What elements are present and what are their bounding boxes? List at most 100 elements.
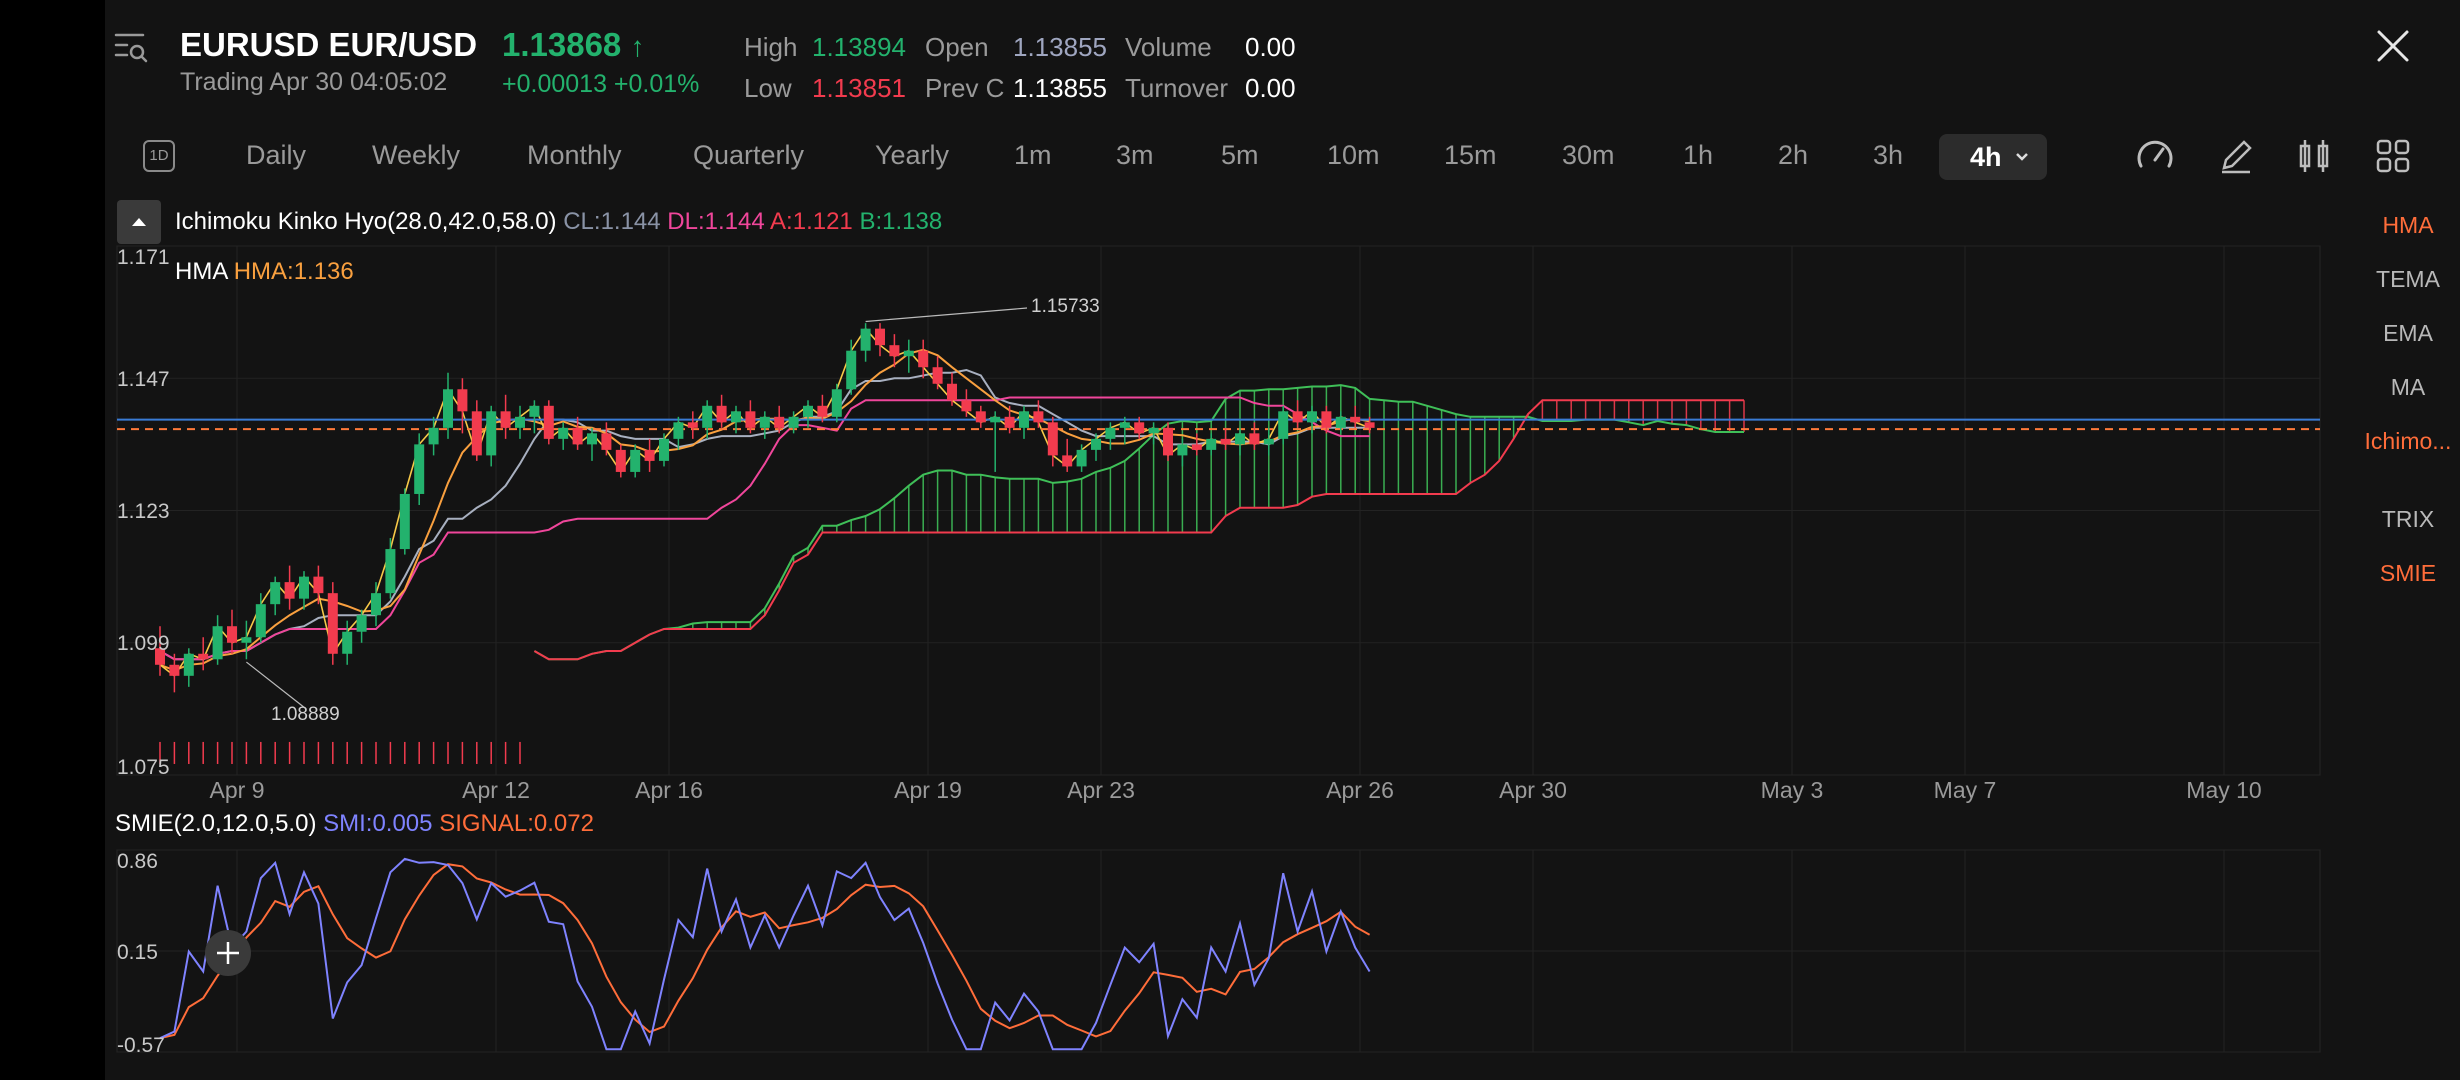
tab-3h[interactable]: 3h <box>1873 140 1904 170</box>
candle-body <box>515 416 525 428</box>
tab-4h[interactable]: 4h <box>1939 134 2047 180</box>
x-tick: Apr 19 <box>894 777 962 803</box>
candle-body <box>587 433 597 445</box>
candle-body <box>1062 455 1073 467</box>
smie-smi: SMI:0.005 <box>323 810 433 837</box>
y-tick: 1.123 <box>117 500 170 523</box>
indicator-smie[interactable]: SMIE <box>2379 560 2437 586</box>
candle-body <box>601 433 612 450</box>
smie-name: SMIE(2.0,12.0,5.0) <box>115 810 317 837</box>
candle-body <box>443 389 453 428</box>
candle-body <box>1292 411 1303 423</box>
candle-body <box>543 405 554 439</box>
candle-body <box>155 648 165 665</box>
candle-body <box>702 405 713 428</box>
tab-daily[interactable]: Daily <box>246 140 307 170</box>
add-crosshair-button[interactable] <box>205 930 251 976</box>
ichimoku-a: A:1.121 <box>770 208 853 235</box>
candle-body <box>299 576 309 599</box>
tab-4h-label: 4h <box>1970 142 2002 172</box>
candle-body <box>399 493 410 550</box>
tab-1m[interactable]: 1m <box>1014 140 1052 170</box>
tab-monthly[interactable]: Monthly <box>527 140 622 170</box>
chart-grid <box>116 245 2321 1053</box>
tab-5m[interactable]: 5m <box>1221 140 1259 170</box>
candle-style-icon[interactable] <box>2294 136 2334 176</box>
price-chart[interactable] <box>105 0 2460 1080</box>
trading-status: Trading Apr 30 04:05:02 <box>180 68 448 96</box>
candle-body <box>1364 422 1375 428</box>
smie-panel <box>159 857 1371 1051</box>
indicator-trix[interactable]: TRIX <box>2381 506 2435 532</box>
candle-body <box>371 593 381 616</box>
candle-body <box>1004 416 1015 428</box>
candle-body <box>1321 411 1332 428</box>
candle-body <box>457 389 468 412</box>
timeframe-1d-icon[interactable]: 1D <box>143 140 175 172</box>
candle-body <box>817 405 828 417</box>
candle-body <box>918 350 929 368</box>
candle-body <box>1019 411 1029 428</box>
candle-body <box>1206 438 1217 450</box>
candle-body <box>1220 438 1231 445</box>
indicator-ma[interactable]: MA <box>2390 374 2426 400</box>
tab-2h[interactable]: 2h <box>1778 140 1809 170</box>
x-tick: May 10 <box>2186 777 2262 803</box>
stat-volume-value: 0.00 <box>1245 32 1296 62</box>
candle-body <box>673 422 684 439</box>
candle-body <box>1191 444 1202 450</box>
candle-body <box>1091 438 1101 450</box>
last-price: 1.13868 ↑ <box>502 26 645 63</box>
tab-30m[interactable]: 30m <box>1562 140 1615 170</box>
signal-line <box>159 863 1371 1040</box>
candle-body <box>1307 411 1317 423</box>
candle-body <box>716 405 727 423</box>
symbol-title: EURUSD EUR/USD <box>180 26 478 63</box>
indicator-tema[interactable]: TEMA <box>2376 266 2440 292</box>
candle-body <box>471 411 482 456</box>
list-search-icon[interactable] <box>113 28 149 64</box>
ichimoku-cloud <box>159 385 1745 764</box>
candle-body <box>342 631 353 654</box>
candle-body <box>1177 444 1188 456</box>
tab-weekly[interactable]: Weekly <box>372 140 461 170</box>
tab-15m[interactable]: 15m <box>1444 140 1497 170</box>
candle-body <box>947 383 957 401</box>
candle-body <box>774 416 785 428</box>
indicator-ema[interactable]: EMA <box>2383 320 2433 346</box>
span-b-line <box>533 399 1744 661</box>
candle-body <box>846 350 857 390</box>
hma-name: HMA <box>175 258 228 285</box>
tab-1h[interactable]: 1h <box>1683 140 1714 170</box>
hma-legend: HMA HMA:1.136 <box>175 258 354 286</box>
candle-body <box>1076 449 1087 467</box>
candle-body <box>183 653 194 676</box>
candle-body <box>284 582 295 599</box>
candle-body <box>500 411 511 428</box>
candle-body <box>1119 422 1130 428</box>
tab-3m[interactable]: 3m <box>1116 140 1154 170</box>
candle-body <box>198 653 209 660</box>
grid-icon[interactable] <box>2373 136 2413 176</box>
pencil-icon[interactable] <box>2216 136 2256 176</box>
candle-body <box>1047 422 1058 456</box>
tab-10m[interactable]: 10m <box>1327 140 1380 170</box>
candle-body <box>486 411 497 456</box>
smie-legend: SMIE(2.0,12.0,5.0) SMI:0.005 SIGNAL:0.07… <box>115 810 594 838</box>
candle-body <box>644 449 655 461</box>
candle-body <box>831 389 842 417</box>
x-tick: Apr 12 <box>462 777 530 803</box>
x-tick: May 7 <box>1933 777 1997 803</box>
x-tick: Apr 9 <box>209 777 265 803</box>
indicator-ichimoku[interactable]: Ichimo... <box>2364 428 2452 454</box>
indicator-hma[interactable]: HMA <box>2382 212 2434 238</box>
speedometer-icon[interactable] <box>2135 136 2175 176</box>
candle-body <box>687 422 698 428</box>
candle-body <box>659 438 669 461</box>
stat-prevc-label: Prev C <box>925 73 1005 103</box>
tab-quarterly[interactable]: Quarterly <box>693 140 805 170</box>
collapse-indicators-button[interactable] <box>117 200 161 244</box>
close-icon[interactable] <box>2373 26 2413 66</box>
tab-yearly[interactable]: Yearly <box>875 140 950 170</box>
candle-body <box>313 576 324 594</box>
